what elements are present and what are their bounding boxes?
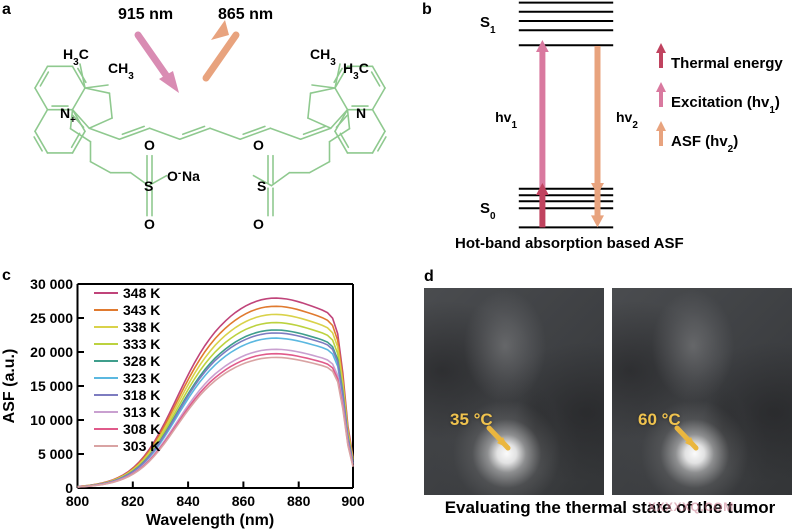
svg-text:328 K: 328 K: [123, 353, 160, 369]
svg-text:15 000: 15 000: [30, 378, 73, 394]
svg-text:820: 820: [121, 493, 145, 509]
svg-text:25 000: 25 000: [30, 310, 73, 326]
svg-text:Excitation (hv1): Excitation (hv1): [671, 94, 780, 116]
svg-text:20 000: 20 000: [30, 344, 73, 360]
svg-text:ASF (hv2): ASF (hv2): [671, 133, 738, 155]
svg-text:303 K: 303 K: [123, 438, 160, 454]
svg-text:c: c: [2, 267, 11, 284]
svg-text:865 nm: 865 nm: [218, 6, 273, 23]
svg-text:N: N: [356, 105, 366, 121]
svg-text:333 K: 333 K: [123, 336, 160, 352]
svg-text:313 K: 313 K: [123, 404, 160, 420]
svg-text:318 K: 318 K: [123, 387, 160, 403]
svg-text:CH3: CH3: [108, 60, 134, 82]
svg-text:S1: S1: [480, 14, 496, 36]
svg-text:323 K: 323 K: [123, 370, 160, 386]
svg-text:30 000: 30 000: [30, 276, 73, 292]
svg-text:O: O: [253, 137, 264, 153]
svg-text:800: 800: [66, 493, 90, 509]
svg-text:H3C: H3C: [63, 46, 89, 68]
svg-text:10 000: 10 000: [30, 412, 73, 428]
svg-text:ASF (a.u.): ASF (a.u.): [1, 349, 18, 424]
svg-text:hv2: hv2: [616, 109, 638, 131]
svg-text:hv1: hv1: [495, 109, 517, 131]
svg-text:a: a: [2, 1, 11, 18]
svg-text:338 K: 338 K: [123, 319, 160, 335]
svg-text:N: N: [60, 105, 70, 121]
svg-text:O: O: [253, 216, 264, 232]
svg-text:S: S: [257, 178, 266, 194]
svg-text:Na: Na: [182, 168, 200, 184]
svg-text:Wavelength (nm): Wavelength (nm): [146, 512, 274, 529]
svg-text:CH3: CH3: [310, 46, 336, 68]
svg-text:Thermal energy: Thermal energy: [671, 55, 783, 72]
svg-text:900: 900: [341, 493, 365, 509]
svg-text:5 000: 5 000: [38, 446, 73, 462]
svg-text:O: O: [144, 137, 155, 153]
svg-text:343 K: 343 K: [123, 302, 160, 318]
svg-text:880: 880: [287, 493, 311, 509]
svg-text:348 K: 348 K: [123, 285, 160, 301]
svg-text:O: O: [144, 216, 155, 232]
svg-text:b: b: [422, 1, 432, 18]
svg-text:O-: O-: [167, 168, 181, 185]
svg-text:H3C: H3C: [343, 60, 369, 82]
svg-text:860: 860: [232, 493, 256, 509]
svg-text:840: 840: [176, 493, 200, 509]
svg-text:+: +: [70, 115, 76, 126]
svg-text:S: S: [144, 178, 153, 194]
svg-text:Hot-band absorption based ASF: Hot-band absorption based ASF: [455, 235, 684, 252]
svg-text:S0: S0: [480, 200, 496, 222]
svg-text:308 K: 308 K: [123, 421, 160, 437]
svg-text:915 nm: 915 nm: [118, 6, 173, 23]
